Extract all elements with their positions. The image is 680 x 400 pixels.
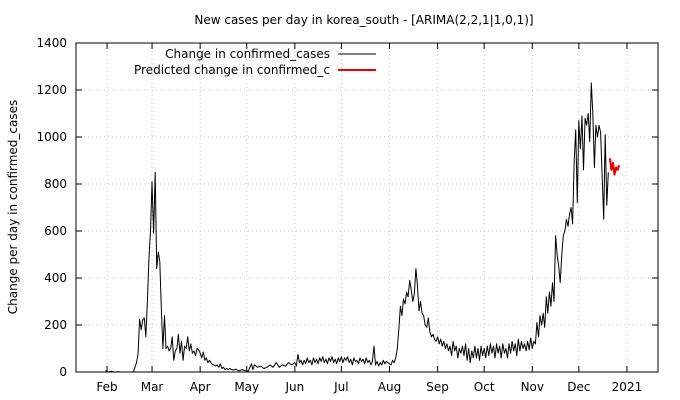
y-tick-label: 800 [44,177,67,191]
x-tick-label: Jul [333,380,348,394]
x-tick-label: Apr [190,380,211,394]
y-tick-label: 1200 [36,83,67,97]
x-tick-label: Mar [141,380,164,394]
series-line-predicted [608,158,621,176]
chart-title: New cases per day in korea_south - [ARIM… [194,13,533,27]
y-axis: 0 200 400 600 800 1000 1200 1400 [36,36,658,379]
y-tick-label: 200 [44,318,67,332]
x-tick-label: Dec [567,380,590,394]
y-tick-label: 1400 [36,36,67,50]
series-line-observed [105,82,609,373]
legend-label-observed: Change in confirmed_cases [165,47,330,61]
x-tick-label: Nov [521,380,544,394]
y-tick-label: 1000 [36,130,67,144]
plot-frame [75,42,659,373]
x-tick-label: Sep [426,380,449,394]
x-axis: Feb Mar Apr May Jun Jul Aug Sep Oct Nov Dec 2021 [96,43,642,394]
x-tick-label: 2021 [612,380,643,394]
x-tick-label: Feb [96,380,117,394]
y-tick-label: 0 [59,365,67,379]
x-tick-label: Oct [474,380,495,394]
y-tick-label: 400 [44,271,67,285]
x-tick-label: Jun [284,380,304,394]
y-tick-label: 600 [44,224,67,238]
y-axis-label: Change per day in confirmed_cases [6,100,20,315]
legend-label-predicted: Predicted change in confirmed_c [134,63,330,77]
x-tick-label: Aug [378,380,401,394]
series-layer [105,82,621,373]
grid [76,43,658,372]
x-tick-label: May [234,380,259,394]
legend: Change in confirmed_cases Predicted chan… [134,47,376,77]
